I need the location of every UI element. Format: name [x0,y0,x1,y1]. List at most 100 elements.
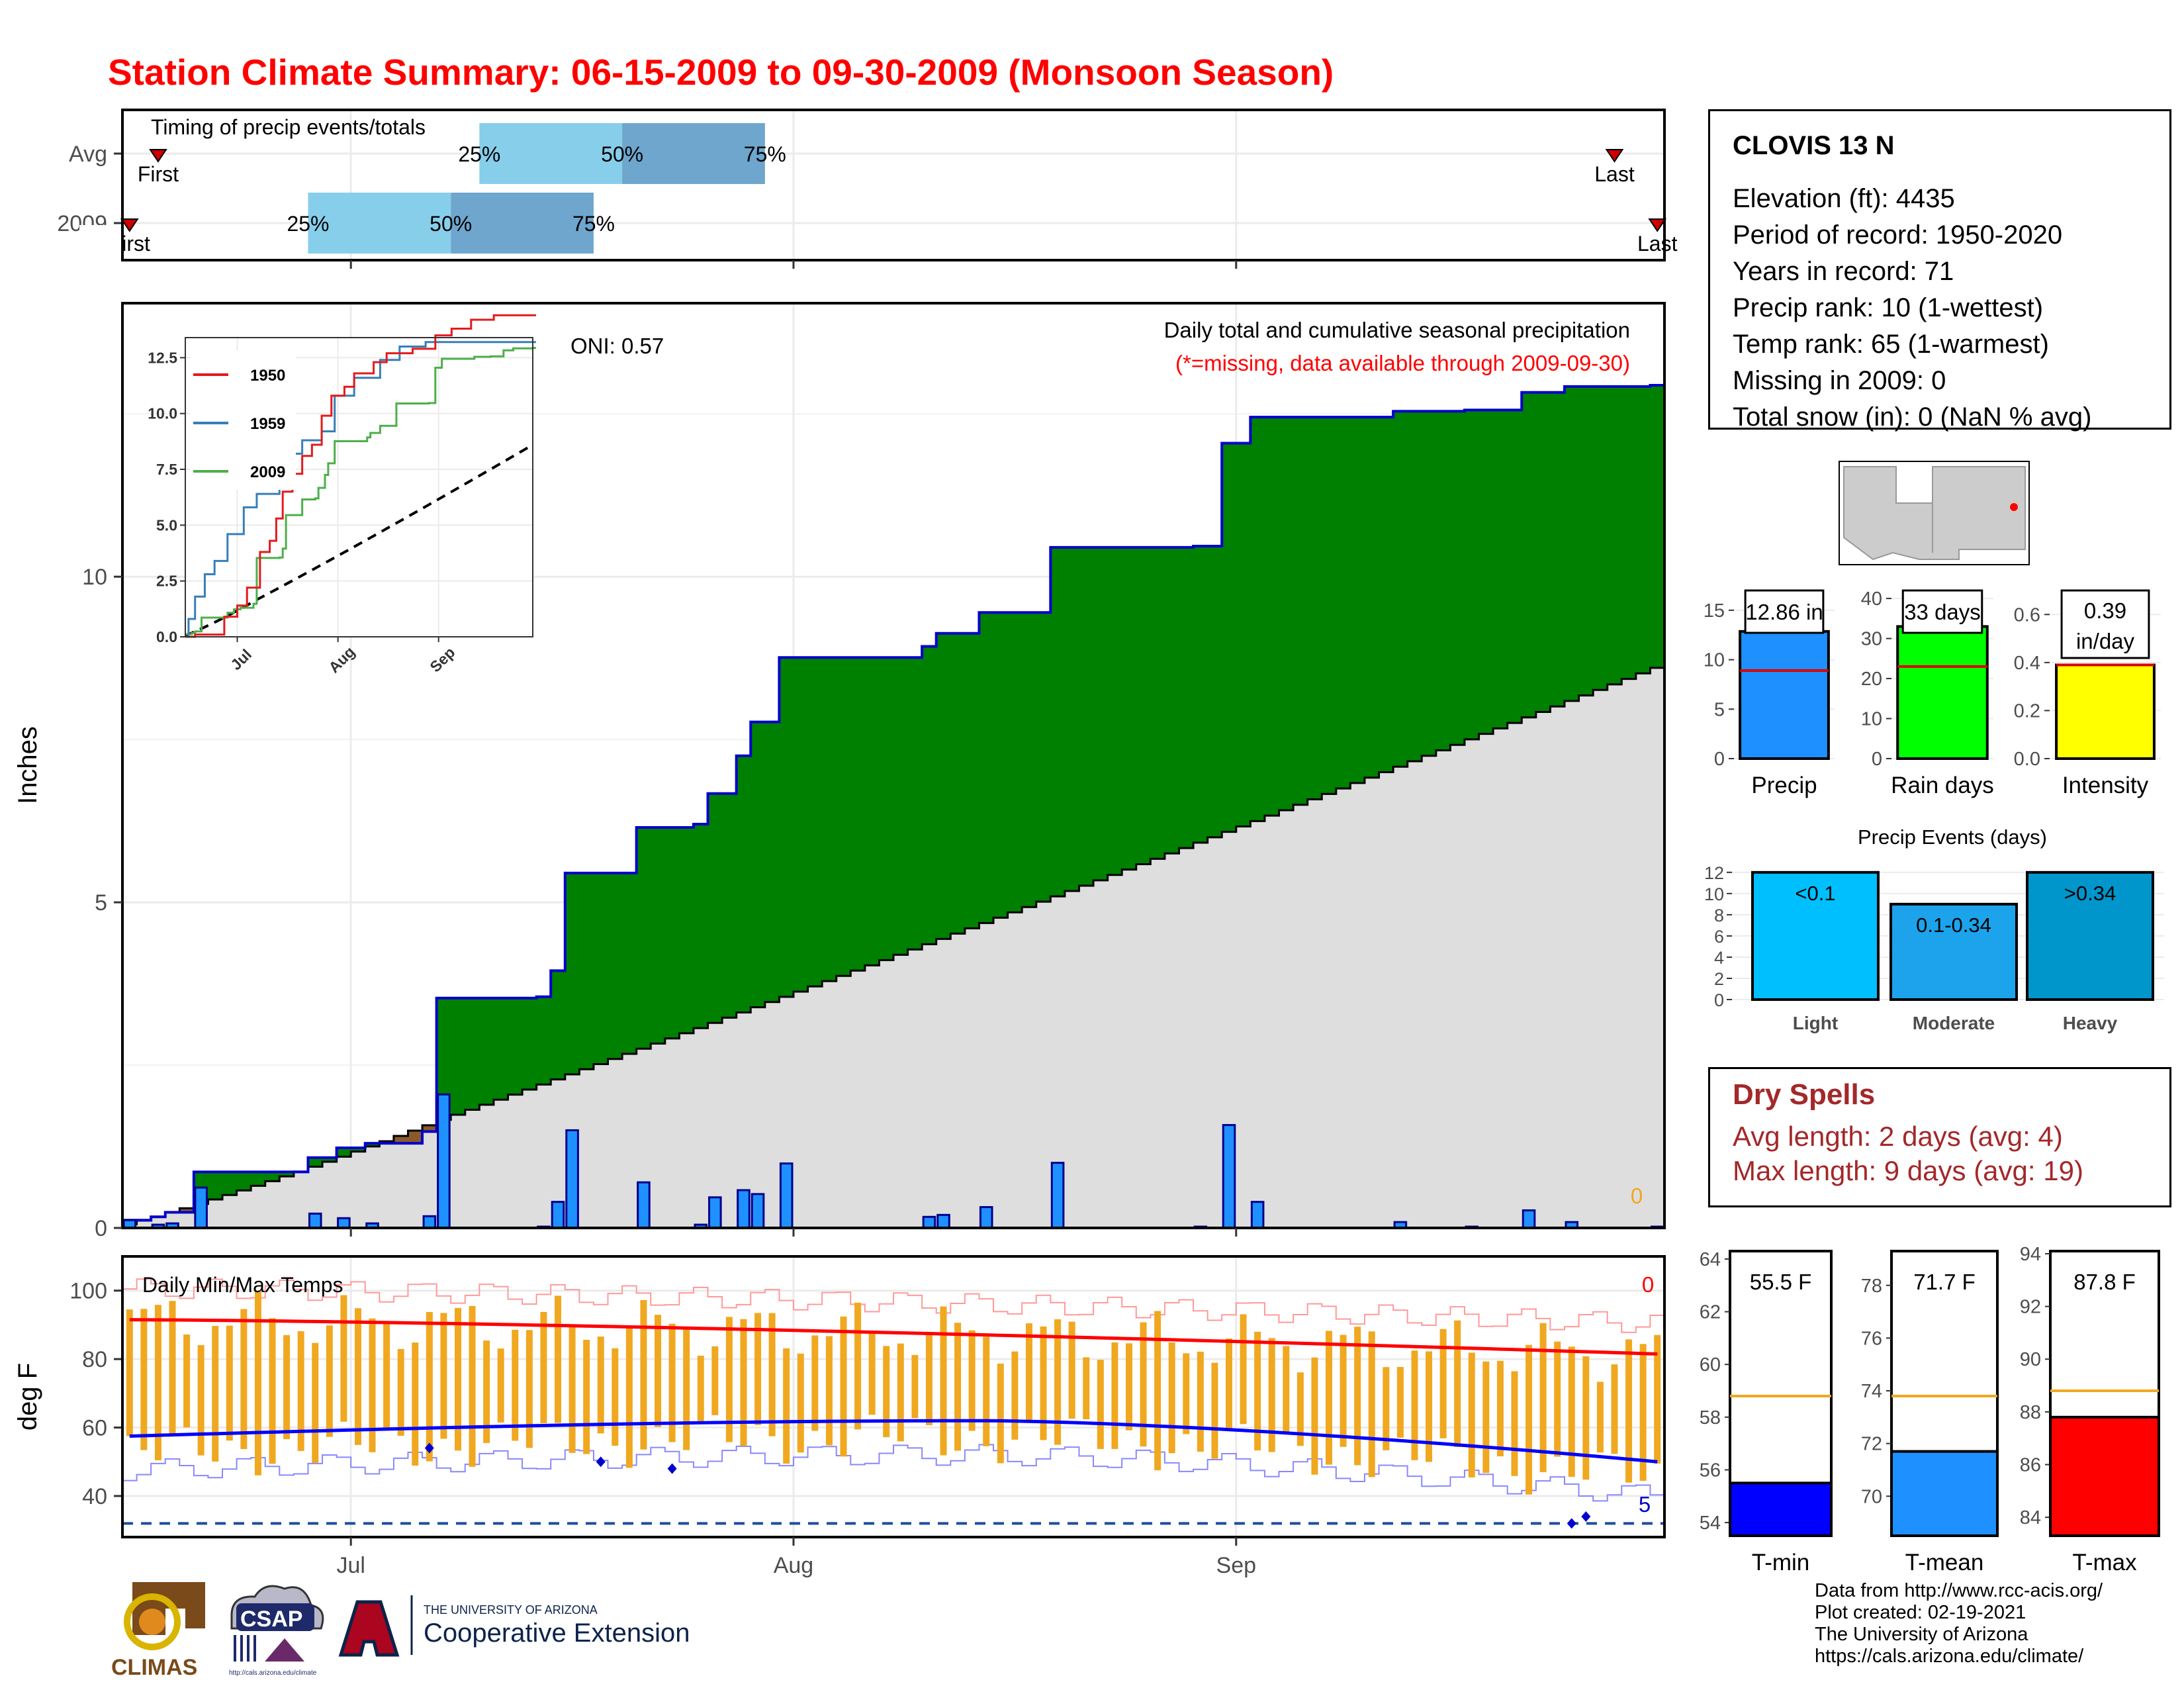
surplus-area [864,657,880,966]
daily-temp-bar [1083,1357,1090,1420]
inset-line-1959 [185,341,536,638]
daily-temp-bar [169,1301,176,1436]
surplus-area [536,996,551,1085]
daily-temp-bar [183,1334,191,1428]
daily-temp-bar [1411,1350,1418,1460]
daily-precip-bar [1522,1209,1536,1229]
timing-quartile-label: 50% [601,142,643,166]
tempbar-ytick-label: 64 [1700,1249,1721,1270]
surplus-area [736,755,751,1013]
temp-ylabel: deg F [13,1363,42,1430]
tempbar-ytick-label: 84 [2020,1507,2041,1528]
daily-temp-bar [1596,1382,1604,1453]
timing-quartile-label: 25% [458,142,500,166]
temp-freeze-count: 5 [1639,1492,1651,1517]
daily-precip-bar [1222,1124,1236,1229]
daily-temp-bar [1283,1346,1290,1432]
daily-temp-bar [740,1319,747,1446]
surplus-area [1450,411,1465,745]
daily-temp-bar [1639,1344,1647,1481]
svg-text:http://cals.arizona.edu/climat: http://cals.arizona.edu/climate [229,1669,317,1677]
daily-temp-bar [668,1323,676,1442]
inset-frame [185,337,533,637]
events-category-label: Heavy [2063,1013,2118,1033]
daily-temp-bar [655,1315,662,1427]
timing-first-marker [120,218,139,232]
daily-temp-bar [254,1290,261,1476]
oni-label: ONI: 0.57 [570,334,664,358]
timing-quartile-label: 75% [572,212,615,236]
temp-ytick-label: 100 [69,1279,107,1304]
daily-temp-bar [540,1311,547,1424]
station-years: Years in record: 71 [1733,257,1954,286]
surplus-area [1093,547,1109,880]
daily-precip-bar [551,1201,565,1229]
credit-plot-date: Plot created: 02-19-2021 [1815,1602,2026,1623]
surplus-area [1364,417,1380,778]
surplus-area [322,1157,338,1162]
surplus-area [707,793,723,1023]
daily-temp-bar [426,1311,433,1462]
daily-temp-bar [212,1326,219,1462]
summary-label-box [1744,589,1825,634]
surplus-area [1550,392,1565,707]
tempbar-t-min [1729,1481,1833,1537]
events-bar-label: >0.34 [2064,882,2116,905]
daily-temp-bar [1240,1314,1247,1425]
timing-bar-q50-q75 [622,123,765,184]
daily-temp-bar [1482,1361,1490,1474]
events-title: Precip Events (days) [1858,825,2047,849]
summary-ytick-label: 0.2 [2014,700,2040,722]
summary-value: 33 days [1904,600,1981,624]
credit-university: The University of Arizona [1815,1624,2028,1645]
temp-record-low [122,1444,1664,1502]
daily-temp-bar [1568,1346,1575,1477]
daily-temp-bar [369,1318,376,1452]
daily-temp-bar [1025,1323,1032,1421]
temp-ytick-label: 80 [82,1347,107,1372]
daily-temp-bar [1183,1353,1190,1434]
surplus-area [964,633,979,929]
tempbar-label: T-mean [1905,1550,1984,1575]
daily-temp-bar [326,1325,333,1437]
daily-temp-bar [397,1348,404,1436]
daily-temp-bar [1554,1341,1561,1457]
timing-quartile-label: 75% [744,142,786,166]
station-missing: Missing in 2009: 0 [1733,366,1946,395]
inset-legend-label-2009: 2009 [250,463,285,481]
surplus-area [236,1172,251,1191]
daily-temp-bar [297,1331,304,1451]
timing-last-marker [1605,149,1624,163]
daily-temp-bar [997,1363,1004,1464]
precip-missing-count: 0 [1631,1184,1643,1208]
surplus-area [779,657,794,997]
inset-ytick-label: 10.0 [148,405,177,422]
surplus-area [1293,417,1308,805]
daily-temp-bar [868,1333,876,1415]
record-low-marker [1567,1518,1576,1529]
timing-bar-q50-q75 [451,193,594,254]
surplus-area [265,1172,280,1182]
timing-last-label: Last [1594,162,1635,186]
surplus-area [308,1157,323,1167]
daily-temp-bar [1140,1322,1147,1447]
daily-precip-bar [194,1186,208,1229]
inset-legend-label-1950: 1950 [250,367,285,385]
summary-ytick-label: 0.0 [2014,749,2040,770]
inset-ytick-label: 2.5 [156,573,177,590]
daily-precip-bar [779,1162,794,1229]
surplus-area [751,722,766,1008]
events-bar-light [1751,870,1880,1001]
daily-temp-bar [1254,1331,1261,1451]
surplus-area [208,1172,223,1200]
surplus-area [1207,545,1222,837]
surplus-area [807,657,823,987]
station-snow: Total snow (in): 0 (NaN % avg) [1733,402,2092,432]
daily-temp-bar [1197,1351,1204,1452]
events-bar-moderate [1889,902,2018,1001]
summary-category-label: Precip [1751,773,1817,798]
daily-temp-bar [1354,1327,1361,1466]
surplus-area [1307,417,1322,800]
daily-temp-bar [1426,1351,1433,1462]
